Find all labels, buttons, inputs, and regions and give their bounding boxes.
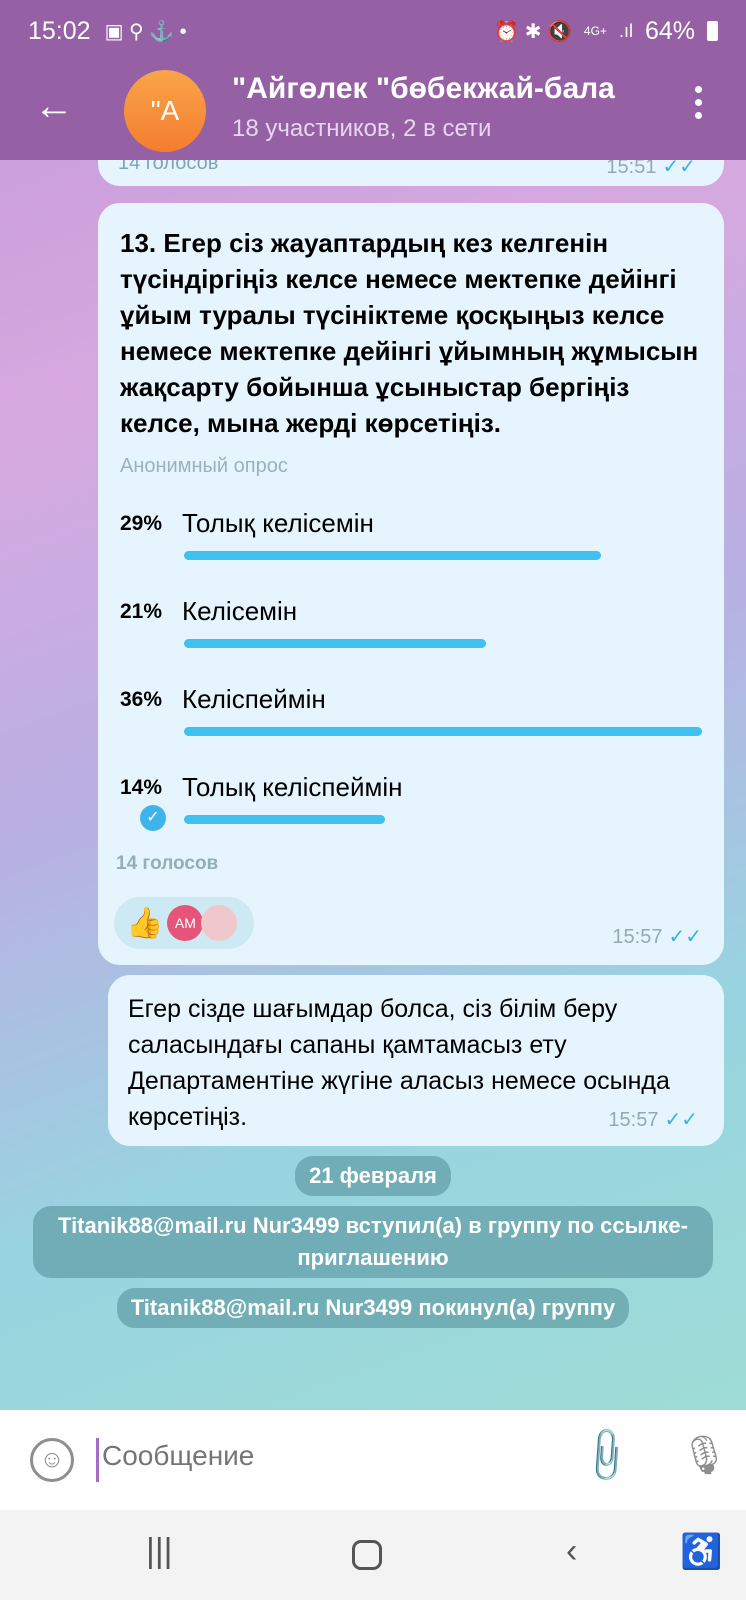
message-list: 13. Егер сіз жауаптардың кез келгенін тү… [0,203,746,1328]
chat-title[interactable]: "Айгөлек "бөбекжай-бала [232,72,615,105]
thumbs-up-icon: 👍 [126,906,164,940]
option-label: Келісемін [182,596,298,626]
message-time: 15:51 ✓✓ [606,154,696,179]
vote-count: 14 голосов [116,853,219,874]
poll-option[interactable]: 29% Толық келісемін [120,503,702,587]
status-bar: 15:02 ▣ ⚲ ⚓ • ⏰ ✱ 🔇 4G+ .ıl 64% [0,0,746,62]
attach-icon[interactable]: 📎 [574,1424,638,1488]
time-text: 15:51 [606,156,657,178]
poll-option[interactable]: 14% Толық келіспеймін ✓ [120,767,702,851]
back-arrow-icon[interactable]: ← [34,84,74,128]
option-percent: 21% [120,600,163,623]
more-menu-icon[interactable] [695,86,702,119]
option-bar [184,551,601,560]
option-bar [184,815,385,824]
signal-icon: .ıl [618,20,633,41]
accessibility-icon[interactable]: ♿ [680,1533,723,1571]
message-text: Егер сізде шағымдар болса, сіз білім бер… [128,991,698,1135]
option-percent: 14% [120,776,163,799]
group-avatar[interactable]: "A [124,70,206,152]
message-time: 15:57 ✓✓ [612,924,702,949]
back-button[interactable]: ‹ [566,1532,578,1570]
reactor-avatar: AM [167,905,204,941]
network-label: 4G+ [583,24,607,38]
reaction-chip[interactable]: 👍 AM [114,897,254,949]
battery-label: 64% [644,16,695,45]
system-icons: ⏰ ✱ 🔇 [494,20,572,43]
reactor-avatar-photo [201,905,238,941]
chat-subtitle: 18 участников, 2 в сети [232,115,492,142]
message-time: 15:57 ✓✓ [128,1107,698,1132]
clock: 15:02 [28,16,91,45]
time-text: 15:57 [608,1109,659,1131]
poll-type: Анонимный опрос [120,455,288,477]
chosen-check-icon: ✓ [140,805,166,831]
option-bar [184,727,702,736]
option-bar [184,639,486,648]
message-body: Егер сізде шағымдар болса, сіз білім бер… [128,995,670,1131]
notification-icons: ▣ ⚲ ⚓ • [104,20,187,43]
poll-message: 13. Егер сіз жауаптардың кез келгенін тү… [98,203,724,965]
text-message: Егер сізде шағымдар болса, сіз білім бер… [108,975,724,1146]
battery-icon [707,21,718,41]
system-nav-bar: ||| ‹ ♿ [0,1510,746,1600]
read-ticks-icon: ✓✓ [668,926,702,948]
chat-header: ← "A "Айгөлек "бөбекжай-бала 18 участник… [0,62,746,160]
read-ticks-icon: ✓✓ [662,156,696,178]
time-text: 15:57 [612,926,663,948]
recent-apps-button[interactable]: ||| [146,1532,173,1570]
poll-option[interactable]: 36% Келіспеймін [120,679,702,763]
emoji-icon[interactable]: ☺ [30,1438,74,1482]
date-separator: 21 февраля [295,1156,451,1196]
option-percent: 36% [120,688,163,711]
message-input[interactable] [102,1440,542,1472]
service-message: Titanik88@mail.ru Nur3499 покинул(а) гру… [116,1288,630,1328]
composer: ☺ 📎 🎙 [0,1410,746,1510]
option-percent: 29% [120,512,163,535]
home-button[interactable] [352,1540,382,1570]
service-message: Titanik88@mail.ru Nur3499 вступил(а) в г… [33,1206,713,1278]
text-caret [96,1438,99,1482]
read-ticks-icon: ✓✓ [664,1109,698,1131]
microphone-icon[interactable]: 🎙 [680,1435,729,1477]
poll-option[interactable]: 21% Келісемін [120,591,702,675]
poll-question: 13. Егер сіз жауаптардың кез келгенін тү… [120,228,699,438]
option-label: Толық келісемін [182,508,374,538]
option-label: Толық келіспеймін [182,772,403,802]
poll-footer: 👍 AM 15:57 ✓✓ [114,897,702,949]
poll-options: 29% Толық келісемін 21% Келісемін 36% Ке… [120,503,702,851]
option-label: Келіспеймін [182,684,326,714]
